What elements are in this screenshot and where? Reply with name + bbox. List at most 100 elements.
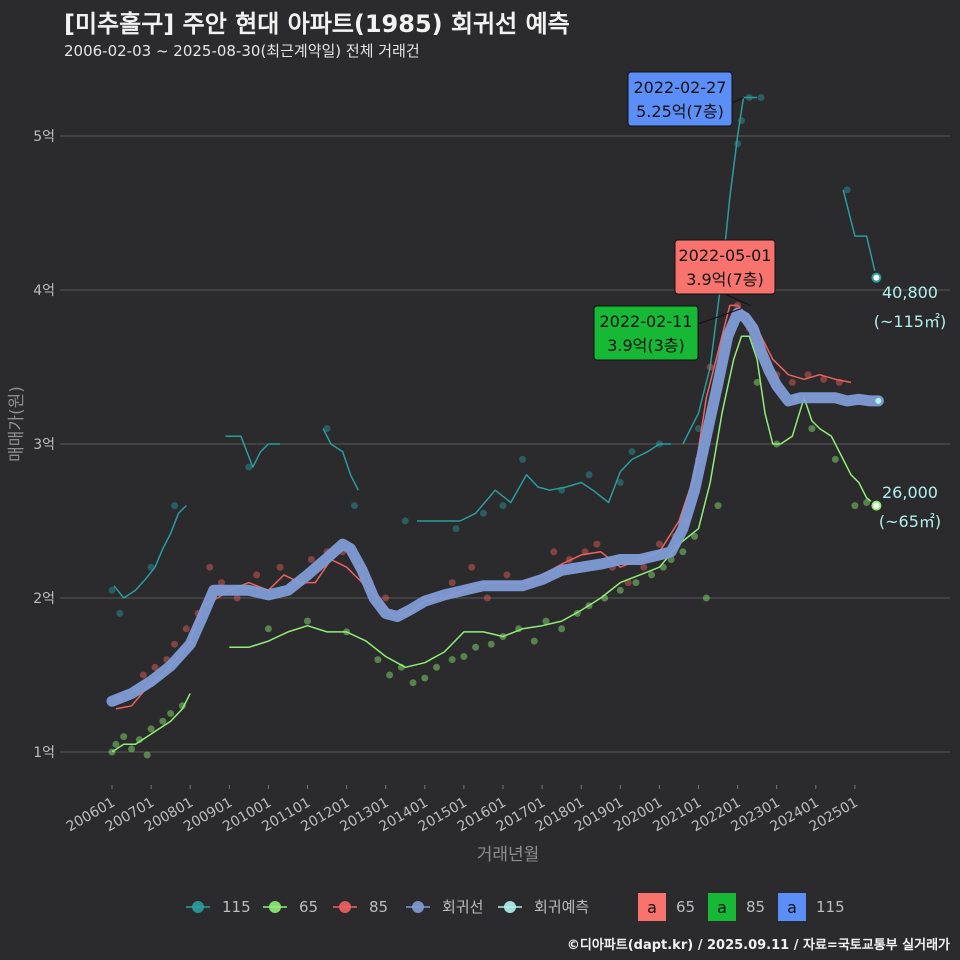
series-line-115 [322, 428, 359, 491]
scatter-point-85 [804, 371, 812, 379]
annotation-callout: 2022-02-27 5.25억(7층) [627, 71, 745, 127]
end-value-label: 40,800 [882, 283, 938, 302]
series-line-115 [682, 96, 758, 445]
scatter-point-65 [632, 579, 640, 587]
scatter-point-115 [452, 525, 460, 533]
scatter-point-65 [851, 502, 859, 510]
annotation-price: 3.9억(7층) [686, 270, 764, 289]
scatter-point-85 [640, 563, 648, 571]
scatter-point-85 [550, 548, 558, 556]
legend-point-swatch [504, 901, 516, 913]
axes: 1억2억3억4억5억200601200701200801200901201001… [7, 129, 861, 865]
series-line-115 [417, 443, 672, 522]
scatter-point-65 [487, 640, 495, 648]
series-line-65 [229, 335, 877, 669]
legend-item: 85 [333, 898, 388, 916]
annotations: 2022-02-275.25억(7층)2022-05-013.9억(7층)202… [593, 71, 946, 531]
scatter-point-65 [472, 643, 480, 651]
legend-label: 115 [816, 898, 845, 916]
scatter-point-115 [628, 448, 636, 456]
scatter-point-115 [585, 471, 593, 479]
scatter-point-85 [448, 579, 456, 587]
scatter-point-65 [460, 653, 468, 661]
scatter-point-65 [120, 733, 128, 741]
scatter-point-65 [159, 717, 167, 725]
scatter-point-65 [863, 499, 871, 507]
legend-item: 65 [263, 898, 318, 916]
scatter-point-85 [233, 594, 241, 602]
scatter-point-115 [350, 502, 358, 510]
end-point-center [873, 274, 880, 281]
scatter-point-115 [116, 609, 124, 617]
legend-box-swatch [778, 893, 806, 921]
y-tick-label: 4억 [33, 283, 55, 299]
end-area-label: (~65㎡) [879, 512, 941, 531]
scatter-point-65 [542, 617, 550, 625]
regression-line [106, 307, 884, 707]
scatter-points [108, 94, 871, 759]
legend-label: 65 [299, 898, 318, 916]
regression-line [106, 307, 884, 707]
annotation-box [627, 71, 733, 127]
scatter-point-85 [139, 671, 147, 679]
scatter-point-115 [843, 186, 851, 194]
annotation-date: 2022-02-11 [600, 312, 693, 331]
scatter-point-115 [479, 509, 487, 517]
scatter-point-65 [386, 671, 394, 679]
scatter-point-115 [323, 425, 331, 433]
annotation-price: 3.9억(3층) [607, 336, 685, 355]
scatter-point-65 [112, 740, 120, 748]
annotation-callout: 2022-02-11 3.9억(3층) [593, 305, 742, 361]
scatter-point-85 [468, 563, 476, 571]
scatter-point-65 [648, 571, 656, 579]
legend-box-item: a 115 [778, 893, 845, 921]
scatter-point-65 [409, 679, 417, 687]
legend-box-swatch [708, 893, 736, 921]
legend-label: 회귀예측 [534, 898, 589, 916]
scatter-point-65 [558, 625, 566, 633]
scatter-point-65 [448, 656, 456, 664]
legend-label: 65 [676, 898, 695, 916]
scatter-point-65 [808, 425, 816, 433]
series-line-85 [115, 304, 852, 710]
annotation-leader [724, 293, 751, 306]
scatter-point-65 [753, 378, 761, 386]
end-value-label: 26,000 [882, 483, 938, 502]
scatter-point-85 [253, 571, 261, 579]
annotation-box [593, 305, 699, 361]
scatter-point-65 [128, 745, 136, 753]
scatter-point-85 [820, 375, 828, 383]
scatter-point-65 [374, 656, 382, 664]
scatter-point-65 [421, 674, 429, 682]
series-line-115 [113, 505, 187, 599]
scatter-point-85 [655, 540, 663, 548]
legend-box-glyph: a [717, 898, 727, 917]
scatter-point-85 [788, 378, 796, 386]
scatter-point-85 [503, 571, 511, 579]
prediction-point [875, 397, 882, 404]
legend-box-swatch [638, 893, 666, 921]
x-axis-title: 거래년월 [477, 845, 540, 865]
series-lines [111, 96, 878, 753]
legend-point-swatch [339, 901, 351, 913]
y-axis-title: 매매가(원) [7, 386, 27, 462]
scatter-point-115 [245, 463, 253, 471]
annotation-callout: 2022-05-01 3.9억(7층) [674, 239, 776, 306]
chart-subtitle: 2006-02-03 ~ 2025-08-30(최근계약일) 전체 거래건 [64, 42, 420, 60]
legend-box-item: a 85 [708, 893, 765, 921]
legend-label: 85 [746, 898, 765, 916]
scatter-point-85 [182, 625, 190, 633]
y-tick-label: 3억 [33, 437, 55, 453]
scatter-point-115 [695, 425, 702, 433]
series-line-115 [225, 435, 281, 468]
scatter-point-65 [433, 663, 441, 671]
legend: 115 65 85 회귀선 회귀예측 a 65 a 85 a 115 [186, 893, 845, 921]
scatter-point-85 [307, 556, 315, 563]
legend-box-glyph: a [787, 898, 797, 917]
scatter-point-115 [401, 517, 409, 525]
scatter-point-65 [143, 751, 151, 759]
scatter-point-65 [616, 586, 624, 594]
scatter-point-85 [483, 594, 491, 602]
annotation-date: 2022-05-01 [679, 246, 772, 265]
